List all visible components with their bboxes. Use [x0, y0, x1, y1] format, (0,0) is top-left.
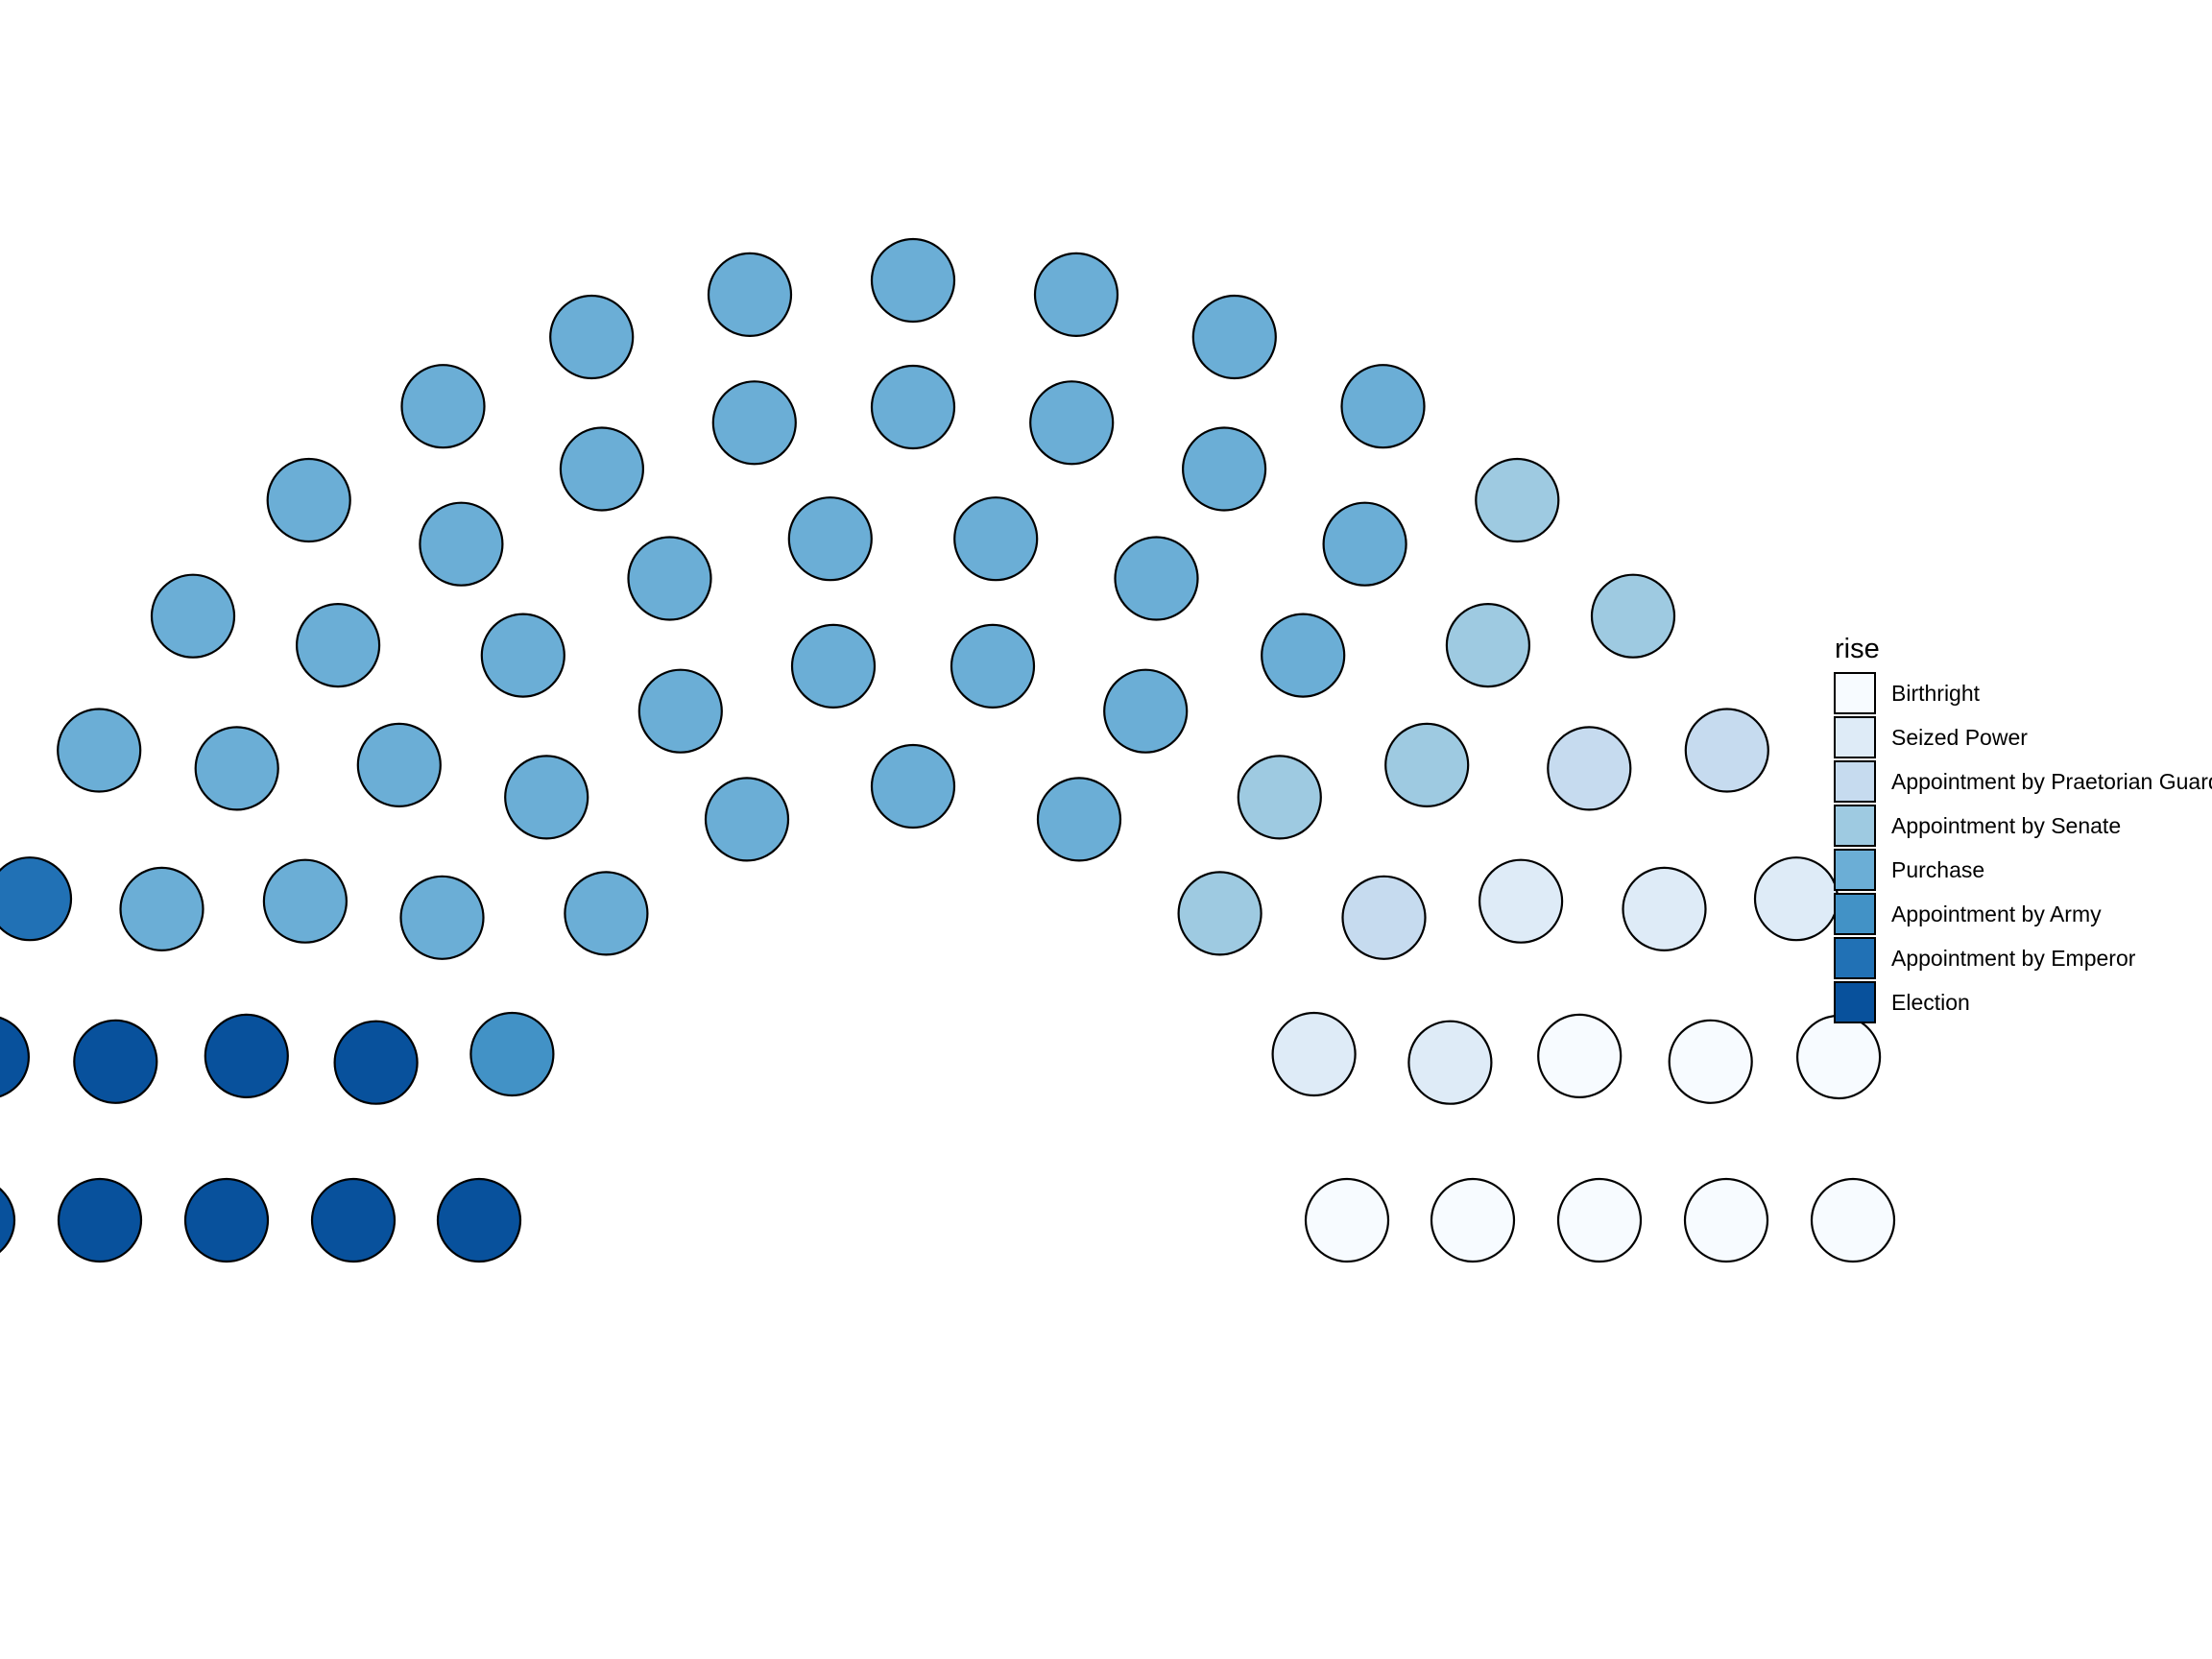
seat-election	[73, 1019, 158, 1104]
seat-election	[0, 1187, 16, 1254]
seat-appointment-by-senate	[1177, 871, 1262, 956]
legend-label: Purchase	[1891, 857, 1984, 882]
seat-purchase	[637, 668, 723, 754]
seat-purchase	[262, 858, 348, 944]
seat-purchase	[707, 252, 793, 337]
seat-purchase	[1103, 668, 1189, 754]
seat-appointment-by-praetorian-guard	[1341, 875, 1427, 960]
seat-purchase	[790, 623, 877, 709]
seat-appointment-by-army	[469, 1011, 555, 1097]
seat-birthright	[1795, 1014, 1882, 1100]
seat-election	[333, 1020, 419, 1105]
legend-key-appointment-by-army	[1834, 893, 1876, 935]
legend-items: Birthright Seized Power Appointment by Pra…	[1834, 672, 2212, 1023]
seat-appointment-by-emperor	[0, 856, 73, 942]
seat-purchase	[787, 496, 873, 582]
seat-purchase	[296, 602, 381, 688]
seat-purchase	[1036, 777, 1122, 862]
legend-key-appointment-by-emperor	[1834, 937, 1876, 979]
seat-birthright	[1556, 1177, 1643, 1263]
seat-purchase	[1114, 536, 1199, 621]
seat-purchase	[194, 726, 279, 811]
seat-birthright	[1683, 1177, 1769, 1263]
legend-key-seized-power	[1834, 716, 1876, 758]
seat-appointment-by-senate	[1475, 457, 1560, 543]
seat-purchase	[1261, 613, 1346, 698]
seat-purchase	[1029, 380, 1115, 466]
seat-purchase	[950, 623, 1036, 709]
seat-purchase	[870, 237, 956, 324]
seat-birthright	[1668, 1019, 1753, 1104]
seat-purchase	[356, 722, 442, 808]
seat-purchase	[549, 294, 635, 380]
legend: rise Birthright Seized Power Appointment b…	[1834, 634, 2212, 1023]
legend-key-birthright	[1834, 672, 1876, 714]
seat-appointment-by-praetorian-guard	[1684, 708, 1769, 793]
seat-purchase	[1340, 364, 1426, 449]
seat-purchase	[870, 743, 956, 830]
seat-purchase	[1191, 294, 1277, 380]
legend-title: rise	[1835, 634, 1880, 664]
seat-election	[57, 1177, 143, 1263]
legend-label: Appointment by Emperor	[1891, 946, 2136, 971]
seat-seized-power	[1407, 1020, 1493, 1105]
seat-purchase	[559, 426, 645, 512]
seat-election	[310, 1177, 397, 1263]
seat-appointment-by-senate	[1445, 602, 1531, 688]
seat-purchase	[1033, 252, 1119, 337]
seat-appointment-by-senate	[1237, 755, 1322, 840]
legend-label: Seized Power	[1891, 725, 2028, 750]
seat-purchase	[870, 364, 956, 450]
seat-purchase	[480, 613, 565, 698]
seat-purchase	[119, 866, 204, 952]
seat-purchase	[266, 457, 351, 543]
seat-election	[0, 1016, 30, 1098]
seat-purchase	[399, 875, 485, 960]
seat-birthright	[1537, 1013, 1623, 1099]
seat-purchase	[150, 573, 236, 659]
legend-label: Appointment by Praetorian Guard	[1891, 769, 2212, 794]
seat-birthright	[1304, 1177, 1390, 1263]
seat-seized-power	[1753, 856, 1839, 942]
seat-election	[204, 1013, 289, 1099]
legend-label: Appointment by Army	[1891, 902, 2102, 926]
seat-appointment-by-senate	[1590, 573, 1676, 659]
seat-election	[436, 1177, 522, 1263]
seat-purchase	[711, 380, 797, 466]
seat-appointment-by-praetorian-guard	[1547, 726, 1632, 811]
legend-key-appointment-by-praetorian-guard	[1834, 760, 1876, 803]
seat-purchase	[564, 871, 649, 956]
legend-key-purchase	[1834, 849, 1876, 891]
seat-seized-power	[1478, 858, 1564, 944]
seat-purchase	[504, 755, 589, 840]
seat-birthright	[1810, 1177, 1896, 1263]
legend-label: Birthright	[1891, 681, 1981, 706]
legend-key-election	[1834, 981, 1876, 1023]
seat-purchase	[953, 496, 1039, 582]
seat-purchase	[57, 708, 142, 793]
legend-label: Election	[1891, 990, 1970, 1015]
seat-purchase	[627, 536, 712, 621]
seat-purchase	[704, 777, 790, 862]
seat-birthright	[1430, 1177, 1516, 1263]
seat-election	[183, 1177, 270, 1263]
seat-purchase	[1181, 426, 1267, 512]
seat-purchase	[400, 364, 486, 449]
seat-area	[0, 237, 1896, 1263]
seat-purchase	[1322, 501, 1407, 587]
seat-seized-power	[1271, 1011, 1357, 1097]
legend-label: Appointment by Senate	[1891, 813, 2121, 838]
seat-purchase	[419, 501, 504, 587]
seat-appointment-by-senate	[1384, 722, 1470, 808]
seat-seized-power	[1622, 866, 1707, 952]
legend-key-appointment-by-senate	[1834, 805, 1876, 847]
